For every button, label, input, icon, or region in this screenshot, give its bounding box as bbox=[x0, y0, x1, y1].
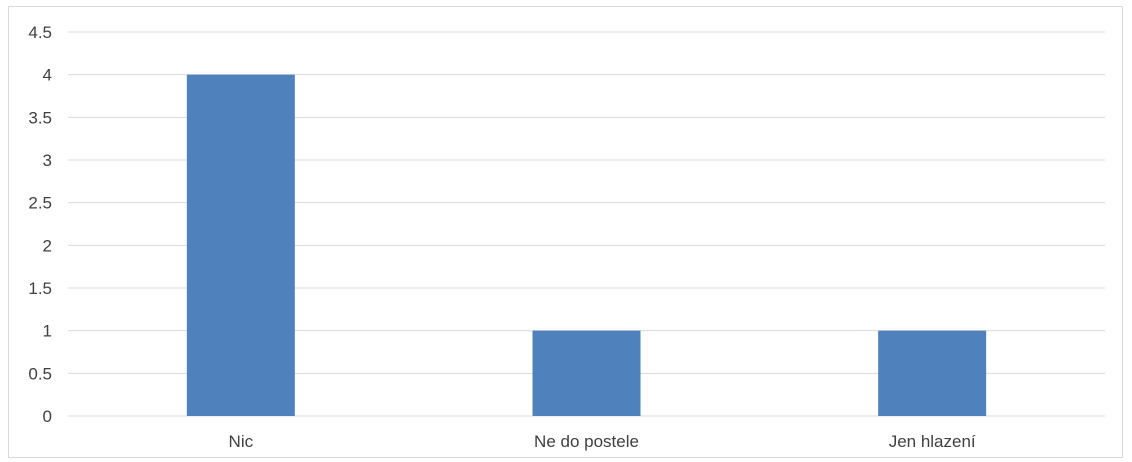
y-tick-label: 0.5 bbox=[28, 364, 52, 383]
bars bbox=[186, 74, 987, 417]
y-tick-label: 3.5 bbox=[28, 108, 52, 127]
x-axis-tick-labels: Nic Ne do postele Jen hlazení bbox=[229, 432, 976, 451]
y-tick-label: 2 bbox=[43, 236, 52, 255]
y-tick-label: 1.5 bbox=[28, 279, 52, 298]
y-tick-label: 4.5 bbox=[28, 23, 52, 42]
y-tick-label: 0 bbox=[43, 407, 52, 426]
y-tick-label: 1 bbox=[43, 322, 52, 341]
bar bbox=[186, 74, 295, 417]
y-tick-label: 2.5 bbox=[28, 194, 52, 213]
x-tick-label: Ne do postele bbox=[534, 432, 639, 451]
x-tick-label: Jen hlazení bbox=[889, 432, 976, 451]
bar bbox=[878, 330, 987, 416]
y-tick-label: 4 bbox=[43, 66, 52, 85]
y-axis-tick-labels: 0 0.5 1 1.5 2 2.5 3 3.5 4 4.5 bbox=[28, 23, 52, 426]
y-tick-label: 3 bbox=[43, 151, 52, 170]
bar bbox=[532, 330, 641, 416]
x-tick-label: Nic bbox=[229, 432, 254, 451]
